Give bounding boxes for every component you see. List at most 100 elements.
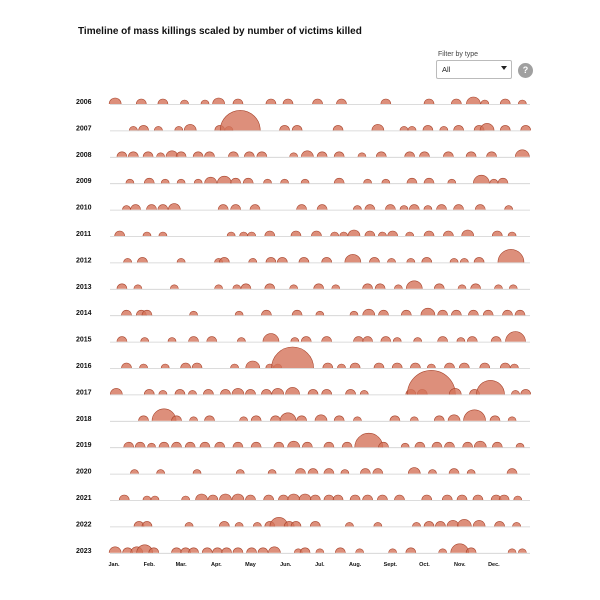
event-bubble[interactable] — [174, 126, 184, 134]
event-bubble[interactable] — [219, 493, 232, 506]
event-bubble[interactable] — [125, 178, 135, 187]
event-bubble[interactable] — [422, 125, 434, 135]
event-bubble[interactable] — [438, 548, 447, 557]
event-bubble[interactable] — [123, 441, 135, 452]
event-bubble[interactable] — [446, 520, 460, 532]
event-bubble[interactable] — [435, 521, 446, 531]
event-bubble[interactable] — [156, 152, 165, 161]
event-bubble[interactable] — [344, 254, 362, 270]
event-bubble[interactable] — [279, 412, 297, 429]
event-bubble[interactable] — [362, 283, 373, 294]
event-bubble[interactable] — [457, 519, 472, 533]
event-bubble[interactable] — [497, 177, 509, 188]
event-bubble[interactable] — [311, 230, 322, 241]
event-bubble[interactable] — [232, 547, 244, 558]
event-bubble[interactable] — [214, 284, 223, 293]
event-bubble[interactable] — [518, 548, 527, 557]
event-bubble[interactable] — [302, 441, 313, 452]
event-bubble[interactable] — [265, 257, 277, 267]
event-bubble[interactable] — [443, 230, 454, 241]
event-bubble[interactable] — [489, 178, 499, 187]
event-bubble[interactable] — [499, 98, 511, 109]
event-bubble[interactable] — [444, 441, 455, 452]
event-bubble[interactable] — [459, 362, 470, 373]
event-bubble[interactable] — [150, 495, 160, 504]
event-bubble[interactable] — [200, 99, 210, 108]
event-bubble[interactable] — [349, 362, 361, 373]
event-bubble[interactable] — [341, 441, 353, 452]
event-bubble[interactable] — [392, 337, 402, 346]
event-bubble[interactable] — [201, 547, 213, 558]
event-bubble[interactable] — [451, 309, 462, 320]
event-bubble[interactable] — [139, 363, 148, 372]
event-bubble[interactable] — [232, 98, 244, 109]
event-bubble[interactable] — [497, 249, 525, 275]
filter-type-select[interactable]: All — [436, 60, 512, 79]
event-bubble[interactable] — [192, 469, 202, 478]
event-bubble[interactable] — [479, 123, 495, 137]
event-bubble[interactable] — [299, 547, 311, 558]
event-bubble[interactable] — [204, 415, 215, 426]
event-bubble[interactable] — [413, 337, 422, 346]
event-bubble[interactable] — [160, 178, 170, 187]
event-bubble[interactable] — [157, 98, 169, 109]
event-bubble[interactable] — [217, 204, 229, 215]
event-bubble[interactable] — [405, 280, 423, 297]
event-bubble[interactable] — [207, 494, 219, 505]
event-bubble[interactable] — [441, 494, 453, 505]
event-bubble[interactable] — [219, 257, 230, 267]
event-bubble[interactable] — [247, 231, 256, 240]
event-bubble[interactable] — [171, 547, 182, 558]
event-bubble[interactable] — [271, 388, 285, 400]
event-bubble[interactable] — [203, 389, 214, 399]
event-bubble[interactable] — [428, 469, 437, 478]
event-bubble[interactable] — [330, 231, 339, 240]
event-bubble[interactable] — [206, 336, 218, 347]
event-bubble[interactable] — [353, 336, 364, 347]
event-bubble[interactable] — [285, 387, 300, 401]
event-bubble[interactable] — [378, 231, 387, 240]
event-bubble[interactable] — [359, 390, 369, 398]
event-bubble[interactable] — [142, 151, 154, 162]
event-bubble[interactable] — [228, 151, 239, 162]
event-bubble[interactable] — [447, 178, 457, 187]
event-bubble[interactable] — [116, 283, 128, 294]
event-bubble[interactable] — [456, 337, 466, 346]
event-bubble[interactable] — [394, 284, 403, 293]
event-bubble[interactable] — [433, 283, 445, 294]
event-bubble[interactable] — [176, 178, 186, 187]
event-bubble[interactable] — [472, 494, 484, 505]
event-bubble[interactable] — [466, 469, 476, 478]
event-bubble[interactable] — [122, 205, 131, 214]
event-bubble[interactable] — [298, 493, 312, 506]
event-bubble[interactable] — [337, 363, 346, 372]
help-icon[interactable]: ? — [518, 63, 533, 78]
event-bubble[interactable] — [323, 441, 335, 452]
event-bubble[interactable] — [512, 522, 521, 530]
event-bubble[interactable] — [123, 258, 132, 266]
event-bubble[interactable] — [499, 125, 511, 135]
event-bubble[interactable] — [154, 126, 163, 134]
event-bubble[interactable] — [444, 362, 455, 373]
event-bubble[interactable] — [158, 390, 168, 398]
event-bubble[interactable] — [249, 204, 261, 215]
event-bubble[interactable] — [507, 416, 517, 425]
event-bubble[interactable] — [133, 521, 145, 531]
event-bubble[interactable] — [439, 126, 449, 134]
event-bubble[interactable] — [423, 230, 435, 241]
event-bubble[interactable] — [230, 204, 241, 215]
event-bubble[interactable] — [234, 522, 244, 530]
event-bubble[interactable] — [354, 432, 384, 461]
event-bubble[interactable] — [380, 336, 392, 347]
event-bubble[interactable] — [316, 204, 328, 215]
event-bubble[interactable] — [246, 547, 257, 558]
event-bubble[interactable] — [407, 467, 421, 480]
event-bubble[interactable] — [405, 547, 417, 558]
event-bubble[interactable] — [231, 493, 245, 506]
event-bubble[interactable] — [472, 520, 486, 532]
event-bubble[interactable] — [171, 415, 182, 426]
event-bubble[interactable] — [133, 284, 143, 293]
event-bubble[interactable] — [235, 469, 245, 478]
event-bubble[interactable] — [436, 204, 447, 215]
event-bubble[interactable] — [245, 360, 261, 375]
